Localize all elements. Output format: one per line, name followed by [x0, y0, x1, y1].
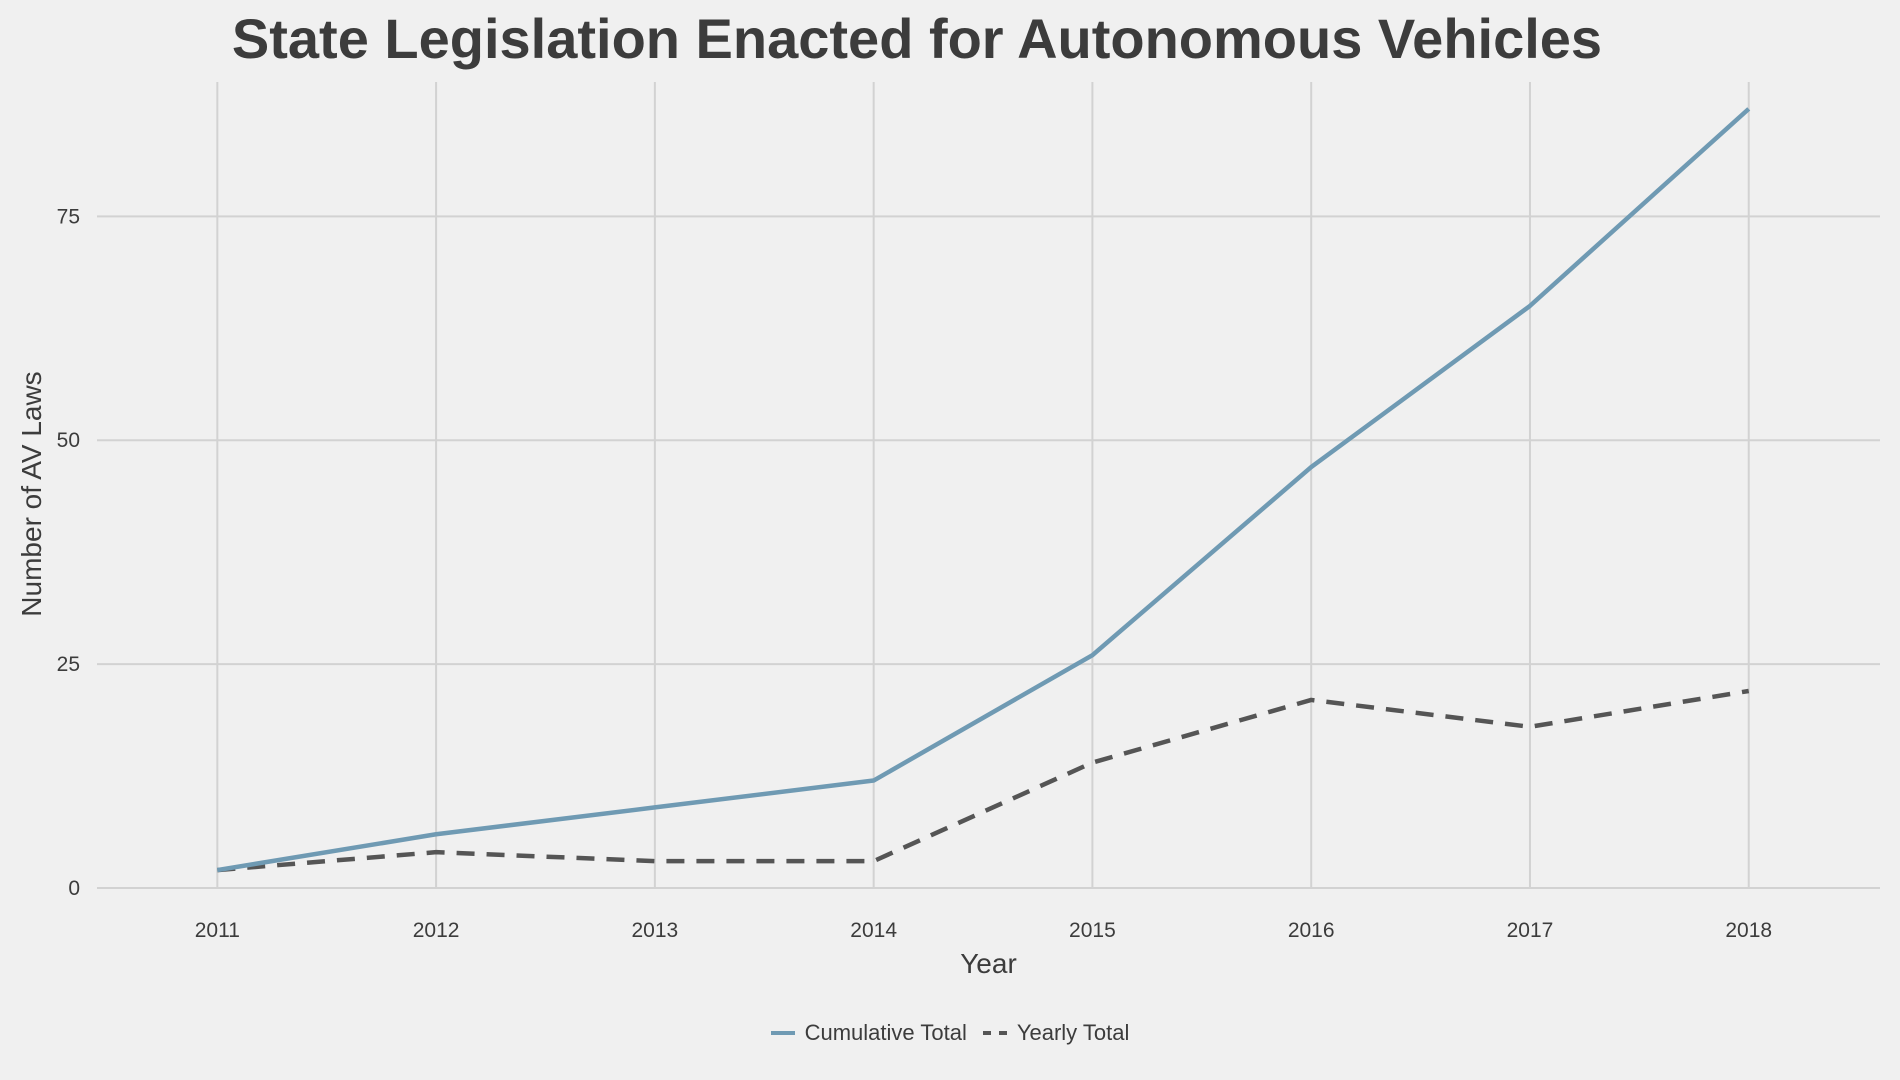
- grid-lines: [97, 82, 1880, 889]
- x-tick-label: 2014: [850, 919, 897, 942]
- legend-label-cumulative: Cumulative Total: [804, 1020, 967, 1045]
- legend-item-yearly[interactable]: Yearly Total: [982, 1020, 1130, 1046]
- legend-item-cumulative[interactable]: Cumulative Total: [770, 1020, 967, 1046]
- y-tick-label: 25: [57, 653, 80, 676]
- tick-labels: 2011 2012 2013 2014 2015 2016 2017 2018 0 25 50 75: [57, 205, 1772, 942]
- x-tick-label: 2017: [1507, 919, 1554, 942]
- x-tick-label: 2016: [1288, 919, 1335, 942]
- x-tick-label: 2013: [632, 919, 679, 942]
- y-axis-label: Number of AV Laws: [16, 371, 47, 616]
- y-tick-label: 75: [57, 205, 80, 228]
- x-tick-label: 2012: [413, 919, 460, 942]
- legend-swatch-cumulative: [770, 1031, 795, 1035]
- legend: Cumulative Total Yearly Total: [0, 1020, 1900, 1046]
- legend-swatch-yearly: [982, 1031, 1007, 1035]
- chart-title: State Legislation Enacted for Autonomous…: [231, 7, 1603, 70]
- series-lines: [216, 107, 1751, 873]
- x-tick-label: 2018: [1725, 919, 1772, 942]
- series-line-cumulative: [216, 107, 1751, 873]
- x-tick-label: 2015: [1069, 919, 1116, 942]
- series-line-yearly: [217, 688, 1750, 873]
- x-tick-label: 2011: [195, 919, 240, 942]
- y-tick-label: 0: [68, 877, 80, 900]
- x-axis-label: Year: [960, 948, 1017, 979]
- y-tick-label: 50: [57, 429, 80, 452]
- legend-label-yearly: Yearly Total: [1016, 1020, 1130, 1045]
